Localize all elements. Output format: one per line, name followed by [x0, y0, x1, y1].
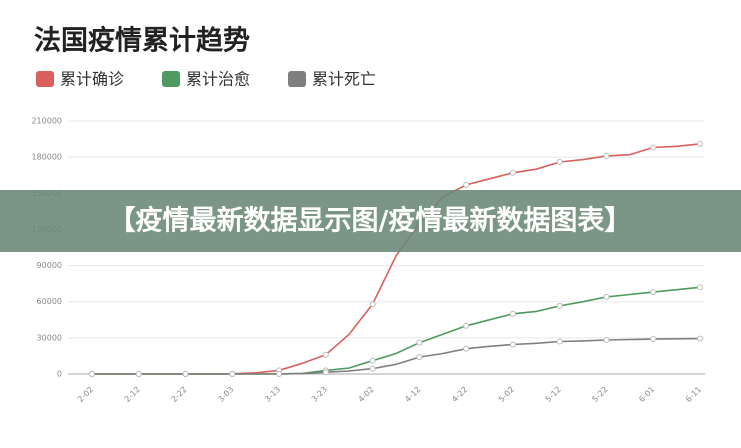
legend-label: 累计确诊: [60, 70, 124, 89]
data-point: [509, 341, 516, 348]
data-point: [369, 357, 376, 364]
data-point: [603, 152, 610, 159]
legend-label: 累计治愈: [186, 70, 250, 89]
data-point: [322, 369, 329, 376]
data-point: [369, 301, 376, 308]
data-point: [603, 293, 610, 300]
data-point: [509, 310, 516, 317]
data-point: [322, 351, 329, 358]
y-tick-label: 210000: [31, 117, 62, 126]
data-point: [182, 371, 189, 377]
legend-label: 累计死亡: [312, 70, 376, 89]
x-tick-label: 2-22: [170, 385, 189, 404]
x-tick-label: 2-12: [123, 385, 142, 404]
legend-swatch: [36, 71, 54, 87]
data-point: [556, 302, 563, 309]
y-tick-label: 180000: [31, 153, 62, 162]
data-point: [650, 289, 657, 296]
data-point: [89, 371, 95, 377]
x-tick-label: 3-03: [216, 385, 235, 404]
data-point: [276, 370, 283, 377]
data-point: [416, 354, 423, 361]
x-tick-label: 5-02: [497, 385, 516, 404]
data-point: [650, 144, 657, 151]
y-tick-label: 30000: [37, 333, 62, 342]
x-tick-label: 2-02: [76, 385, 95, 404]
data-point: [556, 158, 563, 165]
data-point: [697, 140, 703, 147]
data-point: [463, 181, 470, 188]
data-point: [556, 338, 563, 345]
y-tick-label: 60000: [37, 297, 62, 306]
data-point: [650, 336, 657, 343]
x-tick-label: 6-01: [637, 385, 656, 404]
data-point: [369, 365, 376, 372]
legend-swatch: [162, 71, 180, 87]
banner-text: 【疫情最新数据显示图/疫情最新数据图表】: [109, 205, 632, 237]
banner-bg: [0, 190, 741, 252]
x-tick-label: 6-11: [684, 385, 703, 404]
data-point: [135, 371, 142, 377]
data-point: [697, 284, 703, 291]
plot: 0300006000090000120000150000180000210000…: [31, 117, 705, 404]
data-point: [229, 371, 236, 377]
y-tick-label: 0: [57, 370, 62, 379]
x-tick-label: 4-22: [450, 385, 469, 404]
x-tick-label: 4-02: [357, 385, 376, 404]
data-point: [463, 322, 470, 329]
x-tick-label: 5-12: [544, 385, 563, 404]
data-point: [509, 169, 516, 176]
data-point: [416, 339, 423, 346]
chart-title: 法国疫情累计趋势: [34, 25, 250, 57]
x-tick-label: 3-13: [263, 385, 282, 404]
legend: 累计确诊 累计治愈 累计死亡: [36, 70, 376, 89]
x-tick-label: 5-22: [590, 385, 609, 404]
x-tick-label: 3-23: [310, 385, 329, 404]
series-line: [92, 337, 701, 375]
data-point: [603, 337, 610, 344]
y-tick-label: 90000: [37, 261, 62, 270]
x-tick-label: 4-12: [403, 385, 422, 404]
data-point: [463, 345, 470, 352]
data-point: [697, 335, 703, 342]
legend-swatch: [288, 71, 306, 87]
series-line: [92, 286, 701, 375]
